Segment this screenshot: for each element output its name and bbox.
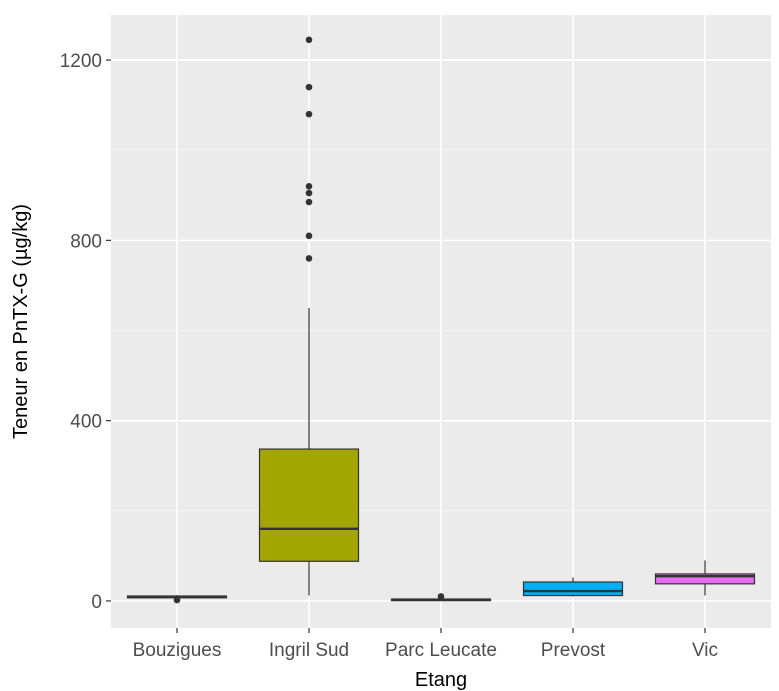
- y-tick-label: 0: [91, 592, 102, 613]
- x-axis-title: Etang: [415, 669, 467, 691]
- y-tick-label: 800: [70, 231, 102, 252]
- box-prevost: [522, 577, 624, 597]
- x-tick-label: Vic: [692, 640, 718, 661]
- x-tick-label: Prevost: [541, 640, 606, 661]
- outlier-point: [305, 110, 313, 118]
- box-iqr: [522, 581, 624, 597]
- outlier-point: [305, 255, 313, 262]
- outlier-point: [173, 596, 181, 604]
- outlier-point: [305, 189, 313, 197]
- box-vic: [654, 560, 756, 596]
- outlier-point: [305, 198, 313, 206]
- y-tick-label: 1200: [60, 51, 102, 72]
- box-bouzigues: [126, 595, 228, 604]
- outlier-point: [437, 593, 445, 600]
- boxes: [126, 36, 756, 604]
- outlier-point: [305, 232, 313, 240]
- outlier-point: [305, 83, 313, 91]
- outlier-point: [305, 182, 313, 190]
- box-iqr: [258, 448, 360, 562]
- box-ingril-sud: [258, 36, 360, 596]
- y-axis-title: Teneur en PnTX-G (µg/kg): [10, 204, 32, 439]
- x-tick-label: Parc Leucate: [385, 640, 497, 661]
- box-iqr: [654, 573, 756, 585]
- x-tick-label: Ingril Sud: [269, 640, 349, 661]
- y-axis-ticks: 0 400 800 1200: [60, 51, 111, 613]
- x-tick-label: Bouzigues: [133, 640, 222, 661]
- x-axis-ticks: Bouzigues Ingril Sud Parc Leucate Prevost Vi…: [133, 628, 718, 661]
- outlier-point: [305, 36, 313, 44]
- box-parc-leucate: [390, 593, 492, 602]
- y-tick-label: 400: [70, 412, 102, 433]
